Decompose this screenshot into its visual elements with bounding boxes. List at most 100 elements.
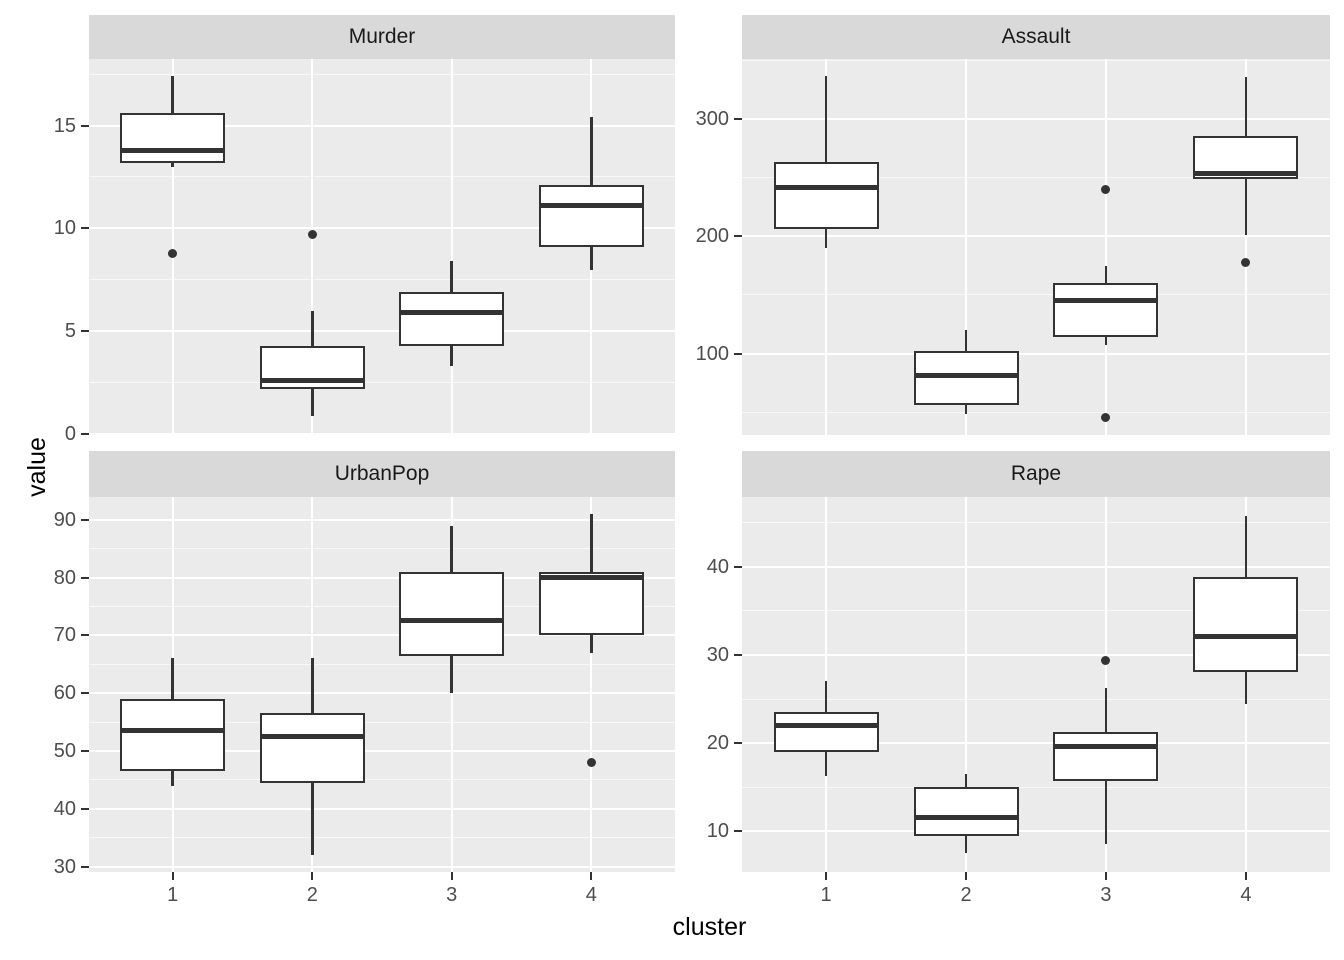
gridline-major [89,433,675,435]
y-tick-mark [734,235,742,238]
boxplot-whisker-upper [171,76,174,114]
boxplot-box [773,712,879,752]
y-tick-mark [734,653,742,656]
y-tick-label: 200 [695,225,729,248]
y-tick-mark [81,576,89,579]
gridline-vertical [1104,497,1107,872]
boxplot-box [259,713,365,783]
boxplot-whisker-lower [311,782,314,855]
y-tick-mark [734,830,742,833]
boxplot-median [120,147,226,153]
boxplot-whisker-lower [1104,780,1108,845]
gridline-minor [742,786,1330,788]
x-tick-label: 3 [446,884,458,906]
boxplot-median [399,618,505,624]
boxplot-box [399,292,505,346]
gridline-minor [742,177,1330,179]
gridline-major [742,118,1330,121]
boxplot-whisker-lower [450,345,453,367]
gridline-minor [742,411,1330,413]
y-tick-label: 80 [53,566,76,589]
boxplot-whisker-upper [1104,265,1108,284]
y-tick-mark [734,352,742,355]
facet-panel-assault [742,59,1330,435]
boxplot-whisker-lower [171,771,174,786]
y-tick-label: 10 [706,820,729,843]
y-tick-label: 10 [53,217,76,240]
y-tick-mark [81,433,89,436]
gridline-minor [89,73,675,75]
boxplot-median [259,734,365,739]
boxplot-box [538,185,644,247]
boxplot-whisker-lower [311,389,314,416]
boxplot-whisker-upper [824,681,828,713]
gridline-major [742,352,1330,355]
boxplot-median [399,310,505,316]
outlier-dot [1101,413,1111,423]
x-tick-label: 2 [960,884,972,906]
gridline-minor [89,605,675,607]
gridline-minor [89,779,675,781]
boxplot-whisker-upper [964,773,968,788]
boxplot-median [538,575,644,581]
gridline-major [89,227,675,230]
y-tick-mark [81,518,89,521]
boxplot-box [1053,283,1159,338]
x-tick-mark [1104,872,1107,880]
boxplot-median [773,184,879,190]
y-tick-label: 15 [53,114,76,137]
gridline-major [89,807,675,810]
gridline-vertical [965,497,968,872]
boxplot-whisker-upper [824,76,828,162]
facet-title: UrbanPop [334,462,430,485]
boxplot-box [913,787,1019,836]
gridline-vertical [1104,59,1107,435]
boxplot-whisker-lower [964,405,968,415]
y-tick-label: 40 [53,797,76,820]
gridline-vertical [311,59,314,435]
x-tick-label: 1 [820,884,832,906]
boxplot-whisker-lower [1244,179,1248,236]
x-axis-title: cluster [672,913,747,941]
boxplot-whisker-upper [311,310,314,346]
gridline-major [89,330,675,333]
facet-panel-rape [742,497,1330,872]
gridline-minor [89,176,675,178]
gridline-minor [89,663,675,665]
boxplot-whisker-lower [590,635,593,653]
boxplot-median [1193,633,1299,639]
y-tick-label: 40 [706,555,729,578]
y-tick-mark [81,124,89,127]
y-tick-label: 30 [706,643,729,666]
gridline-major [742,830,1330,833]
y-tick-label: 100 [695,342,729,365]
outlier-dot [1241,257,1251,267]
boxplot-whisker-upper [1244,515,1248,578]
y-tick-mark [734,118,742,121]
gridline-vertical [171,59,174,435]
facet-panel-urbanpop [89,497,675,872]
y-tick-mark [734,742,742,745]
y-tick-label: 5 [64,320,76,343]
boxplot-whisker-upper [590,514,593,572]
gridline-major [89,518,675,521]
y-tick-label: 50 [53,739,76,762]
outlier-dot [1101,655,1111,665]
x-tick-label: 1 [167,884,179,906]
gridline-minor [89,721,675,723]
boxplot-whisker-lower [824,229,828,249]
gridline-minor [742,294,1330,296]
x-tick-label: 4 [1240,884,1252,906]
boxplot-whisker-lower [590,247,593,270]
facet-strip-assault: Assault [742,15,1330,59]
gridline-major [742,565,1330,568]
y-tick-mark [734,565,742,568]
boxplot-whisker-upper [171,658,174,699]
boxplot-box [1193,577,1299,672]
x-tick-mark [171,872,174,880]
y-tick-mark [81,807,89,810]
boxplot-median [1053,298,1159,304]
boxplot-whisker-upper [450,525,453,572]
x-tick-label: 3 [1100,884,1112,906]
